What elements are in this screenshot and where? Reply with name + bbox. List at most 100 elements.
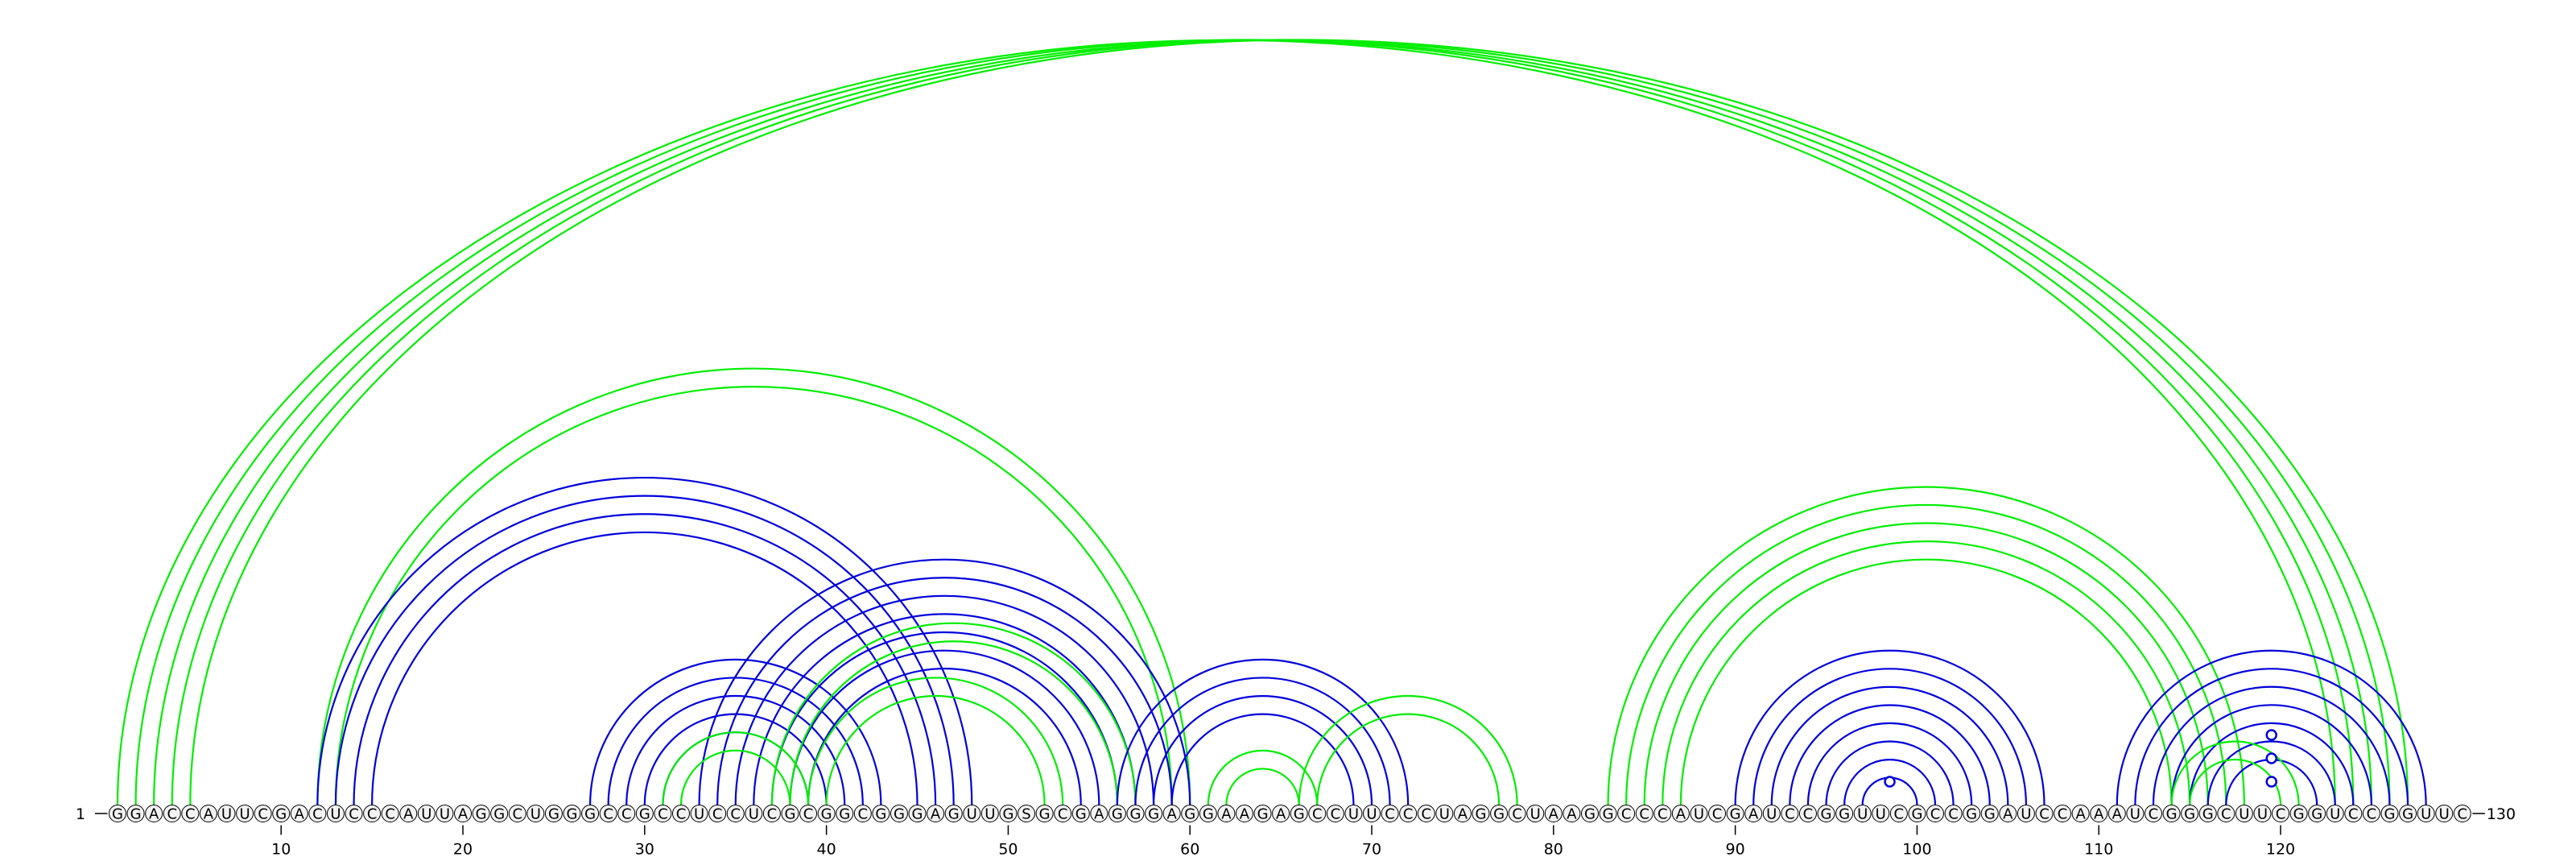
nucleotide-letter: A [1221, 806, 1232, 823]
green-pair-arc [153, 39, 2373, 805]
nucleotide-letter: C [185, 806, 196, 823]
nucleotide-letter: U [1366, 806, 1377, 823]
nucleotide-circle [1399, 805, 1418, 822]
tick-label: 40 [817, 841, 836, 857]
nucleotide-circle [1035, 805, 1054, 822]
nucleotide: G [2289, 805, 2308, 823]
nucleotide-letter: C [1894, 806, 1905, 823]
nucleotide-letter: G [1148, 806, 1159, 823]
nucleotide: A [1453, 805, 1472, 823]
nucleotide: C [1889, 805, 1908, 823]
nucleotide-circle [2198, 805, 2217, 822]
blue-pair-arc [1134, 677, 1391, 805]
nucleotide: U [2326, 805, 2344, 823]
nucleotide-letter: G [2166, 806, 2178, 823]
nucleotide: G [1290, 805, 1308, 823]
nucleotide: G [2198, 805, 2217, 823]
nucleotide-letter: A [1676, 806, 1686, 823]
blue-pair-arc [789, 649, 1100, 805]
nucleotide-circle [762, 805, 781, 822]
nucleotide-letter: C [167, 806, 177, 823]
nucleotide: A [2071, 805, 2090, 823]
blue-pair-arc [625, 694, 846, 805]
nucleotide-circle [2435, 805, 2454, 822]
nucleotide: C [1508, 805, 1526, 823]
nucleotide: U [526, 805, 545, 823]
nucleotide-circle [163, 805, 181, 822]
tick-label: 80 [1544, 841, 1563, 857]
nucleotide-letter: G [1257, 806, 1269, 823]
nucleotide-letter: G [130, 806, 142, 823]
end-index-label: 130 [2487, 805, 2516, 823]
blue-pair-arc [698, 558, 1191, 805]
nucleotide-letter: A [149, 806, 159, 823]
nucleotide-letter: C [712, 806, 723, 823]
nucleotide-letter: G [912, 806, 923, 823]
nucleotide: C [762, 805, 781, 823]
blue-pair-arc [716, 577, 1173, 805]
nucleotide-letter: C [1785, 806, 1795, 823]
nucleotide: C [617, 805, 636, 823]
nucleotide-circle [2326, 805, 2344, 822]
nucleotide-letter: G [1075, 806, 1087, 823]
nucleotide-letter: A [1748, 806, 1759, 823]
nucleotide: C [1926, 805, 1944, 823]
nucleotide-letter: C [1385, 806, 1395, 823]
nucleotide-circle [1217, 805, 1236, 822]
nucleotide-circle [272, 805, 291, 822]
tick-label: 70 [1362, 841, 1381, 857]
nucleotide: A [2107, 805, 2126, 823]
nucleotide: G [1817, 805, 1835, 823]
nucleotide: U [1853, 805, 1872, 823]
nucleotide-circle [1235, 805, 1253, 822]
nucleotide-letter: G [548, 806, 559, 823]
nucleotide-letter: U [530, 806, 541, 823]
nucleotide: A [1235, 805, 1253, 823]
nucleotide-letter: G [112, 806, 123, 823]
nucleotide-circle [1835, 805, 1854, 822]
nucleotide-letter: G [2384, 806, 2396, 823]
blue-pair-arc [2189, 722, 2355, 805]
nucleotide-letter: U [1439, 806, 1450, 823]
nucleotide-letter: G [1002, 806, 1013, 823]
blue-pair-arc [371, 531, 919, 805]
nucleotide-circle [1417, 805, 1435, 822]
nucleotide: A [454, 805, 473, 823]
nucleotide-letter: G [1821, 806, 1832, 823]
nucleotide: A [1217, 805, 1236, 823]
nucleotide-circle [2253, 805, 2272, 822]
blue-pair-arc [1116, 658, 1410, 805]
nucleotide-circle [817, 805, 836, 822]
nucleotide: C [181, 805, 200, 823]
nucleotide: U [236, 805, 254, 823]
nucleotide-circle [1344, 805, 1363, 822]
nucleotide-letter: C [2276, 806, 2286, 823]
nucleotide-letter: C [367, 806, 378, 823]
nucleotide: U [745, 805, 763, 823]
nucleotide-letter: G [1911, 806, 1922, 823]
nucleotide-circle [254, 805, 272, 822]
nucleotide-letter: U [985, 806, 995, 823]
nucleotide-circle [2417, 805, 2435, 822]
nucleotide: C [163, 805, 181, 823]
nucleotide-letter: G [639, 806, 650, 823]
blue-pair-arc [1170, 713, 1355, 805]
nucleotide-circle [726, 805, 745, 822]
loop-marker [2265, 752, 2277, 764]
nucleotide-circle [381, 805, 399, 822]
nucleotide-circle [454, 805, 473, 822]
nucleotide-circle [436, 805, 454, 822]
nucleotide: U [2253, 805, 2272, 823]
nucleotide-circle [999, 805, 1018, 822]
nucleotide-circle [1544, 805, 1563, 822]
nucleotide-circle [1944, 805, 1963, 822]
nucleotide: U [963, 805, 981, 823]
green-pair-arc [807, 677, 1064, 805]
nucleotide: A [1162, 805, 1181, 823]
nucleotide-circle [1617, 805, 1636, 822]
nucleotide-circle [2017, 805, 2035, 822]
nucleotide-letter: C [512, 806, 522, 823]
green-pair-arc [189, 39, 2409, 805]
nucleotide-circle [126, 805, 145, 822]
nucleotide-circle [2107, 805, 2126, 822]
